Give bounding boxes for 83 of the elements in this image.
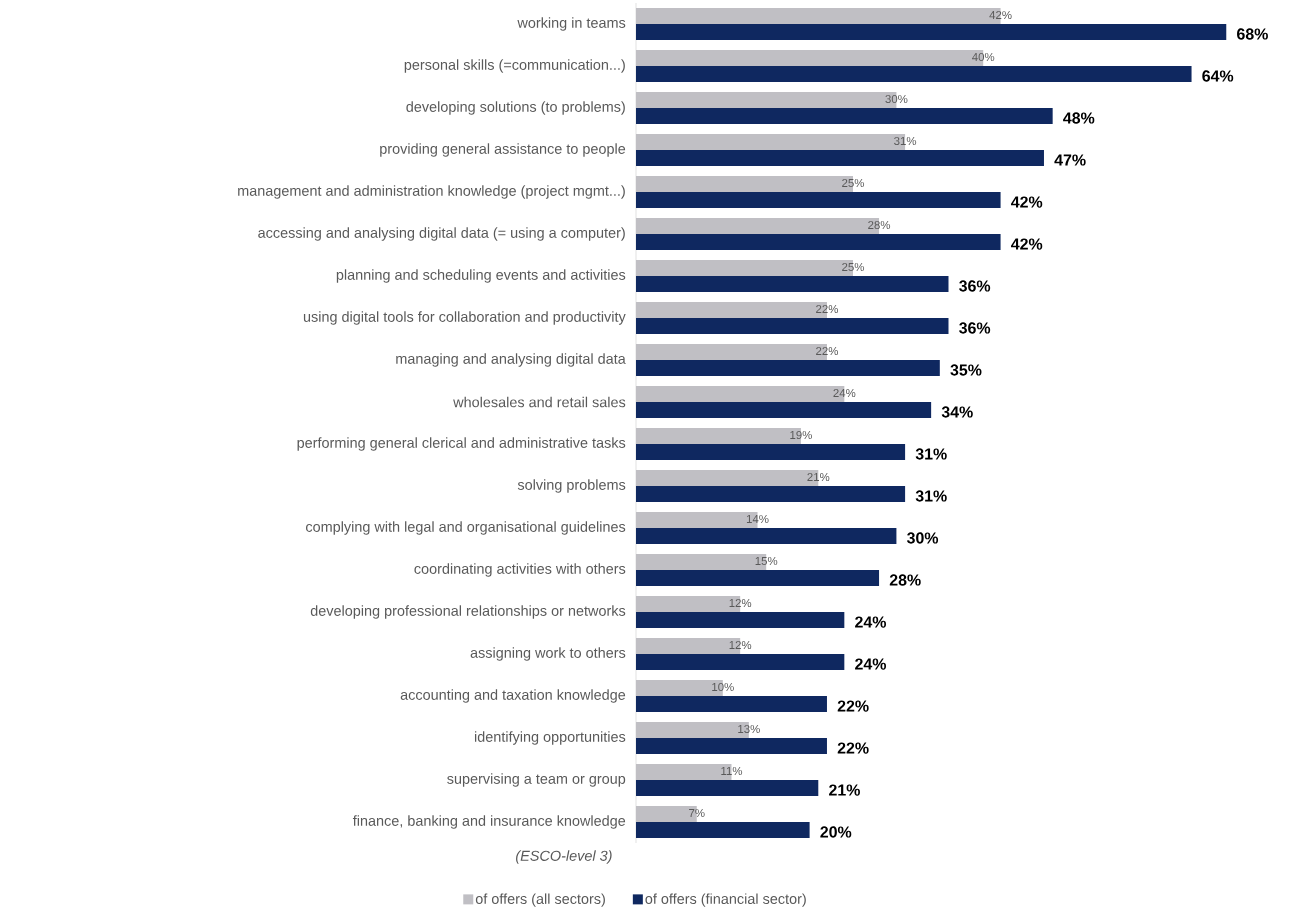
data-label: 34% xyxy=(941,406,973,418)
y-tick-label: solving problems xyxy=(517,479,626,493)
data-label: 31% xyxy=(915,448,947,460)
data-label: 36% xyxy=(959,322,991,334)
bar xyxy=(636,822,810,839)
y-tick-label: managing and analysing digital data xyxy=(396,353,626,367)
data-label: 24% xyxy=(833,388,856,398)
y-tick-label: providing general assistance to people xyxy=(380,143,626,157)
data-label: 31% xyxy=(894,136,917,146)
text: (ESCO-level 3) xyxy=(516,850,612,864)
legend-label: of offers (financial sector) xyxy=(645,893,806,907)
data-label: 47% xyxy=(1054,154,1086,166)
bar xyxy=(636,612,845,629)
y-tick-label: performing general clerical and administrative tasks xyxy=(297,437,626,451)
data-label: 42% xyxy=(1011,196,1043,208)
bar xyxy=(636,780,819,797)
legend-label: of offers (all sectors) xyxy=(475,893,605,907)
bar xyxy=(636,276,949,292)
bar xyxy=(636,696,827,713)
bar xyxy=(636,360,940,376)
data-label: 36% xyxy=(959,280,991,292)
bar xyxy=(636,738,827,755)
bar xyxy=(636,24,1227,40)
y-tick-label: wholesales and retail sales xyxy=(453,396,626,408)
data-label: 25% xyxy=(842,262,865,272)
data-label: 48% xyxy=(1063,112,1095,124)
y-tick-label: identifying opportunities xyxy=(474,731,626,745)
data-label: 24% xyxy=(855,616,887,628)
data-label: 15% xyxy=(755,556,778,566)
y-tick-label: using digital tools for collaboration and productivity xyxy=(303,311,626,325)
data-label: 22% xyxy=(837,700,869,712)
bar xyxy=(636,150,1044,166)
data-label: 35% xyxy=(950,364,982,376)
y-tick-label: supervising a team or group xyxy=(447,773,626,787)
data-label: 22% xyxy=(816,346,839,356)
y-tick-label: working in teams xyxy=(517,17,626,31)
data-label: 13% xyxy=(738,724,760,734)
y-tick-label: coordinating activities with others xyxy=(414,563,626,577)
data-label: 64% xyxy=(1202,70,1234,82)
bar xyxy=(636,444,906,461)
data-label: 12% xyxy=(729,640,752,650)
data-label: 11% xyxy=(721,767,743,776)
bar xyxy=(636,108,1053,124)
bar xyxy=(636,192,1001,208)
y-tick-label: accounting and taxation knowledge xyxy=(400,689,626,703)
y-tick-label: personal skills (=communication...) xyxy=(404,59,625,73)
y-tick-label: accessing and analysing digital data (= using a computer) xyxy=(258,227,625,241)
data-label: 25% xyxy=(842,178,865,188)
bar xyxy=(636,654,845,671)
data-label: 7% xyxy=(689,809,705,818)
data-label: 42% xyxy=(1011,238,1043,250)
bar xyxy=(636,66,1192,82)
bar xyxy=(636,234,1001,250)
y-tick-label: complying with legal and organisational guidelines xyxy=(305,521,626,535)
data-label: 20% xyxy=(820,826,852,838)
data-label: 30% xyxy=(885,94,908,104)
data-label: 14% xyxy=(746,514,769,524)
y-tick-label: assigning work to others xyxy=(470,647,626,661)
y-tick-label: management and administration knowledge (project mgmt...) xyxy=(238,185,625,199)
data-label: 28% xyxy=(868,220,891,230)
data-label: 19% xyxy=(790,430,812,440)
data-label: 21% xyxy=(807,472,830,482)
y-tick-label: finance, banking and insurance knowledge xyxy=(352,815,626,829)
data-label: 31% xyxy=(915,490,947,502)
y-tick-label: developing solutions (to problems) xyxy=(406,101,625,115)
bar xyxy=(636,318,949,334)
bar xyxy=(636,486,906,503)
data-label: 68% xyxy=(1237,28,1268,40)
y-tick-label: developing professional relationships or networks xyxy=(310,605,626,619)
data-label: 30% xyxy=(906,532,939,544)
bar xyxy=(636,570,880,587)
bar xyxy=(636,528,897,545)
data-label: 12% xyxy=(729,598,752,608)
data-label: 21% xyxy=(829,784,860,796)
data-label: 40% xyxy=(972,52,995,62)
data-label: 28% xyxy=(889,574,921,586)
y-tick-label: planning and scheduling events and activities xyxy=(336,269,626,283)
data-label: 24% xyxy=(855,658,887,670)
data-label: 22% xyxy=(816,304,839,314)
data-label: 10% xyxy=(712,682,734,692)
data-label: 42% xyxy=(989,10,1012,20)
data-label: 22% xyxy=(837,742,869,754)
bar xyxy=(636,402,932,418)
